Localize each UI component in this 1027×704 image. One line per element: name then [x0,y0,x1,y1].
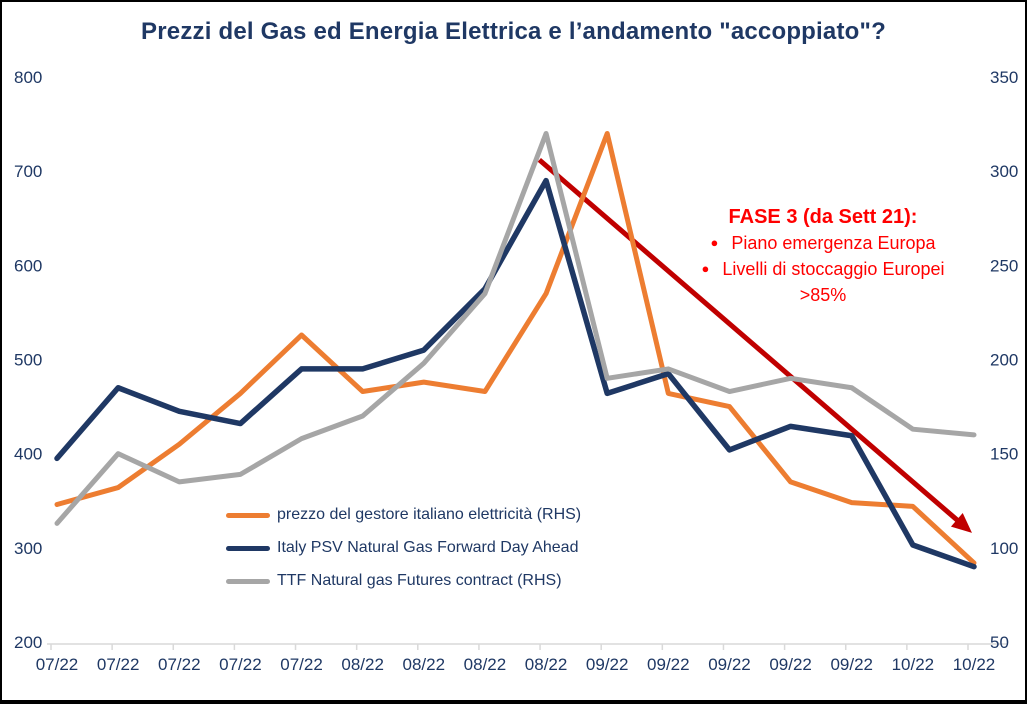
chart-title: Prezzi del Gas ed Energia Elettrica e l’… [141,18,886,45]
annotation-callout: FASE 3 (da Sett 21): ● Piano emergenza Eu… [608,204,1025,308]
series-psv-gas-line [54,177,977,570]
x-axis-label: 08/22 [341,655,384,674]
legend-swatch-electricity [226,512,270,518]
y-axis-label-left: 700 [14,162,42,181]
x-axis-label: 07/22 [36,655,79,674]
series-electricity-line [54,131,977,566]
x-axis-label: 08/22 [464,655,507,674]
y-axis-label-left: 500 [14,351,42,370]
trend-arrow-head [950,512,972,533]
x-axis-label: 10/22 [953,655,996,674]
x-axis-label: 08/22 [525,655,568,674]
y-axis-label-left: 300 [14,539,42,558]
x-axis-label: 09/22 [647,655,690,674]
chart-legend: prezzo del gestore italiano elettricità … [226,504,581,592]
y-axis-label-right: 50 [990,633,1009,652]
y-axis-label-right: 350 [990,68,1018,87]
legend-swatch-psv-gas [226,545,270,551]
y-axis-label-left: 400 [14,445,42,464]
y-axis-label-right: 200 [990,351,1018,370]
y-axis-label-left: 800 [14,68,42,87]
x-axis-label: 07/22 [280,655,323,674]
x-axis-label: 09/22 [586,655,629,674]
series-ttf-gas-line [54,131,977,526]
legend-label-electricity: prezzo del gestore italiano elettricità … [277,506,582,523]
annotation-text: Piano emergenza Europa [731,233,936,253]
y-axis-label-left: 200 [14,633,42,652]
annotation-line: ● Livelli di stoccaggio Europei [608,256,1025,282]
x-axis-label: 10/22 [892,655,935,674]
x-axis-label: 09/22 [769,655,812,674]
x-axis-label: 09/22 [830,655,873,674]
legend-swatch-ttf-gas [226,578,270,584]
y-axis-label-right: 250 [990,256,1018,275]
annotation-text: Livelli di stoccaggio Europei [722,259,945,279]
annotation-line: ● Piano emergenza Europa [608,230,1025,256]
x-axis-label: 07/22 [219,655,262,674]
x-axis-label: 07/22 [158,655,201,674]
legend-label-ttf-gas: TTF Natural gas Futures contract (RHS) [277,572,562,589]
legend-item-electricity: prezzo del gestore italiano elettricità … [226,504,581,526]
trend-arrow-line [537,157,964,526]
y-axis-label-right: 150 [990,445,1018,464]
x-axis-label: 08/22 [403,655,446,674]
bullet-icon: ● [701,261,710,276]
legend-item-ttf-gas: TTF Natural gas Futures contract (RHS) [226,570,581,592]
bullet-icon: ● [710,235,719,250]
legend-item-psv-gas: Italy PSV Natural Gas Forward Day Ahead [226,537,581,559]
annotation-text-continuation: >85% [608,282,1025,308]
annotation-heading: FASE 3 (da Sett 21): [728,206,918,228]
x-axis-label: 09/22 [708,655,751,674]
x-axis-label: 07/22 [97,655,140,674]
legend-label-psv-gas: Italy PSV Natural Gas Forward Day Ahead [277,539,579,556]
y-axis-label-right: 300 [990,162,1018,181]
y-axis-label-left: 600 [14,256,42,275]
y-axis-label-right: 100 [990,539,1018,558]
annotation-text: >85% [799,285,847,305]
